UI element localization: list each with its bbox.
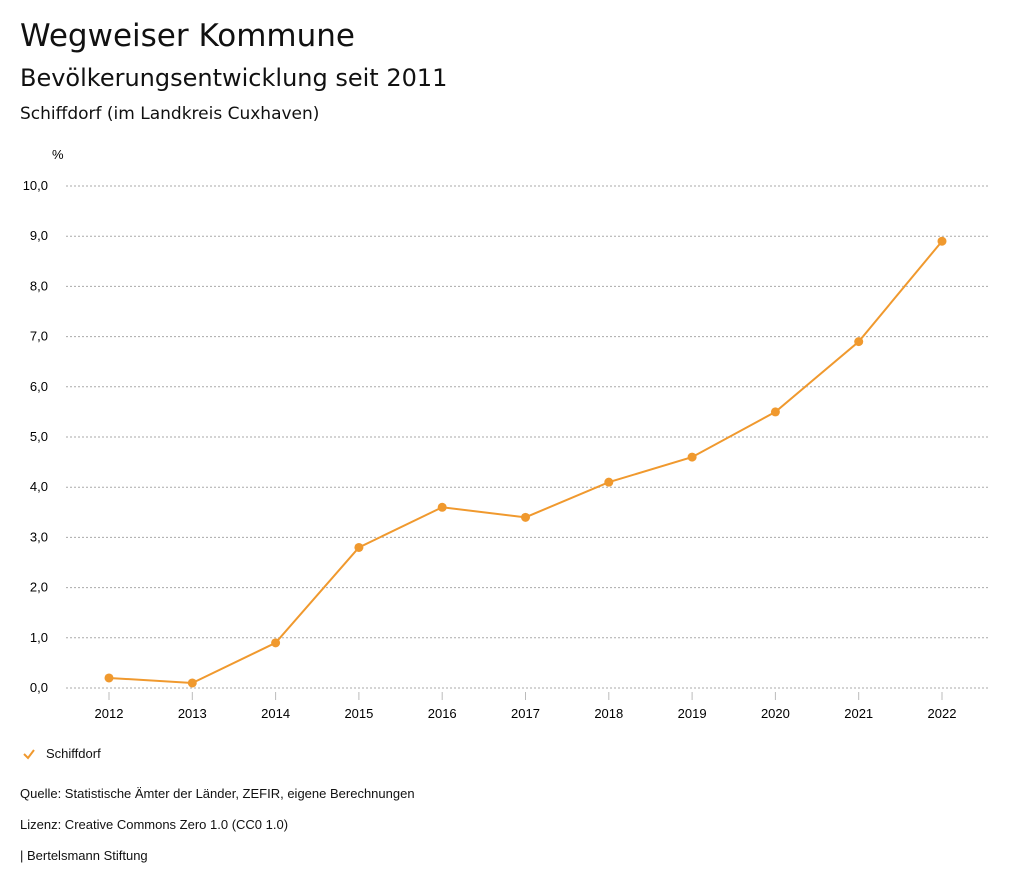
- y-tick-label: 2,0: [30, 580, 48, 595]
- data-point[interactable]: [354, 542, 364, 552]
- region-title: Schiffdorf (im Landkreis Cuxhaven): [20, 104, 320, 124]
- data-point[interactable]: [854, 337, 864, 347]
- legend-label: Schiffdorf: [46, 746, 101, 761]
- y-tick-label: 1,0: [30, 630, 48, 645]
- y-tick-label: 4,0: [30, 479, 48, 494]
- x-tick-label: 2015: [344, 706, 373, 721]
- x-tick-label: 2018: [594, 706, 623, 721]
- y-tick-label: 8,0: [30, 278, 48, 293]
- x-tick-label: 2017: [511, 706, 540, 721]
- license-text: Lizenz: Creative Commons Zero 1.0 (CC0 1…: [20, 817, 289, 832]
- data-point[interactable]: [104, 673, 114, 683]
- data-point[interactable]: [437, 502, 447, 512]
- y-tick-label: 5,0: [30, 429, 48, 444]
- x-tick-label: 2013: [178, 706, 207, 721]
- x-tick-label: 2016: [428, 706, 457, 721]
- page-subtitle: Bevölkerungsentwicklung seit 2011: [20, 64, 448, 92]
- x-tick-label: 2020: [761, 706, 790, 721]
- x-tick-label: 2012: [95, 706, 124, 721]
- data-point[interactable]: [937, 236, 947, 246]
- x-tick-label: 2019: [678, 706, 707, 721]
- page-title: Wegweiser Kommune: [20, 18, 355, 54]
- data-point[interactable]: [521, 512, 530, 522]
- data-point[interactable]: [604, 477, 614, 487]
- y-axis-label: %: [52, 147, 64, 162]
- series-line: [108, 240, 943, 684]
- source-text: Quelle: Statistische Ämter der Länder, Z…: [20, 786, 415, 801]
- y-tick-label: 10,0: [23, 178, 48, 193]
- y-tick-label: 6,0: [30, 379, 48, 394]
- legend-item-schiffdorf[interactable]: Schiffdorf: [22, 746, 101, 761]
- x-tick-label: 2021: [844, 706, 873, 721]
- y-tick-label: 9,0: [30, 228, 48, 243]
- organization-text: | Bertelsmann Stiftung: [20, 848, 148, 863]
- data-point[interactable]: [271, 638, 281, 648]
- x-tick-label: 2022: [928, 706, 957, 721]
- data-point[interactable]: [187, 678, 197, 688]
- y-tick-label: 3,0: [30, 529, 48, 544]
- y-tick-label: 7,0: [30, 329, 48, 344]
- y-tick-label: 0,0: [30, 680, 48, 695]
- line-chart: % 0,0 1,0 2,0 3,0 4,0 5,0 6,0 7,0 8,0 9,0 10,0 2012…: [23, 147, 990, 721]
- check-icon: [23, 748, 35, 760]
- x-tick-label: 2014: [261, 706, 290, 721]
- data-point[interactable]: [687, 452, 697, 462]
- data-point[interactable]: [770, 407, 780, 417]
